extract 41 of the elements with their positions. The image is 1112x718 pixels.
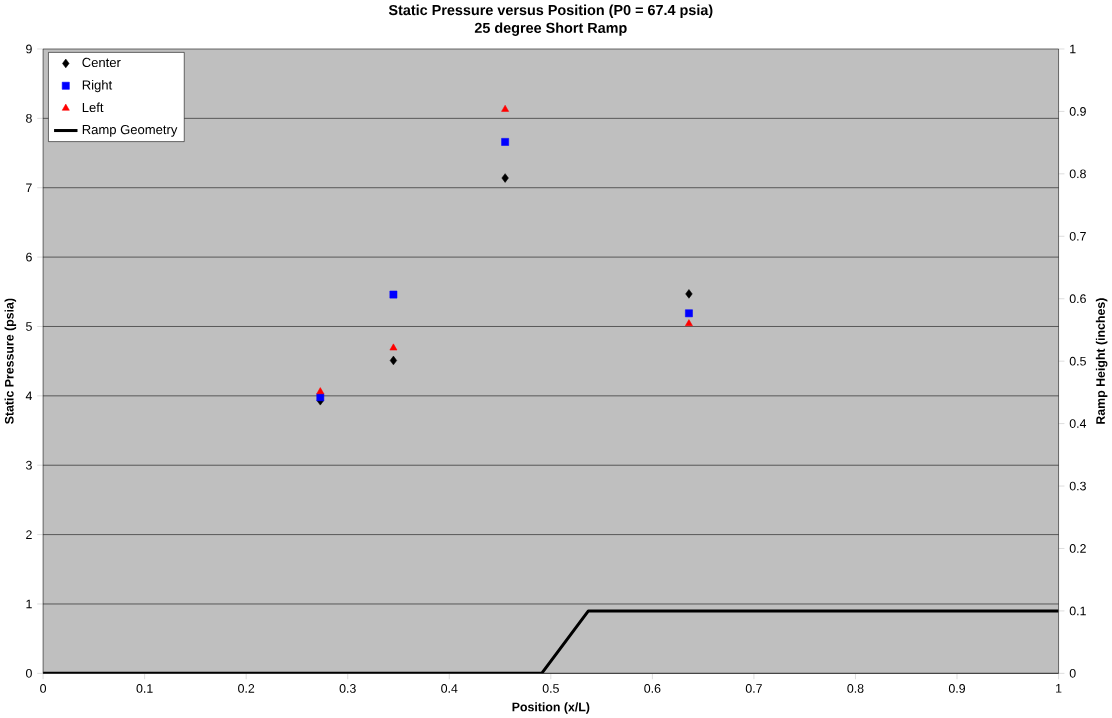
x-tick-label: 0.8	[847, 683, 864, 693]
y-tick-label: 7	[26, 183, 32, 192]
y-tick-label: 4	[25, 391, 33, 400]
y2-tick-label: 0.4	[1069, 419, 1087, 428]
legend-label: Ramp Geometry	[82, 124, 178, 137]
x-tick-label: 0.3	[339, 683, 356, 693]
legend-label: Left	[82, 102, 104, 112]
y2-tick-label: 0.7	[1069, 231, 1086, 241]
y2-tick-label: 0.3	[1069, 481, 1086, 491]
y2-tick-label: 0.8	[1069, 169, 1086, 179]
y2-tick-label: 0	[1069, 668, 1076, 678]
x-tick-label: 0.9	[948, 683, 966, 693]
y2-tick-label: 0.1	[1069, 606, 1086, 616]
legend-label: Center	[82, 57, 121, 67]
y-tick-label: 5	[26, 322, 32, 331]
y2-tick-label: 0.5	[1069, 356, 1086, 366]
y2-tick-label: 0.6	[1069, 294, 1086, 303]
x-axis-title: Position (x/L)	[512, 702, 590, 714]
y-tick-label: 3	[25, 460, 32, 470]
y-tick-label: 8	[26, 113, 32, 123]
x-tick-label: 0.4	[441, 683, 458, 693]
x-tick-label: 0.5	[542, 683, 559, 693]
y2-tick-label: 0.9	[1069, 106, 1086, 116]
legend-label: Right	[82, 79, 113, 93]
x-tick-label: 0.6	[644, 683, 661, 693]
x-tick-label: 1	[1056, 683, 1062, 693]
y-axis-title: Static Pressure (psia)	[4, 298, 17, 424]
x-tick-label: 0.7	[745, 683, 762, 693]
y-tick-label: 2	[26, 530, 32, 539]
y-tick-label: 9	[26, 44, 32, 54]
chart-subtitle: 25 degree Short Ramp	[474, 22, 627, 36]
chart-title: Static Pressure versus Position (P0 = 67.4 psia)	[388, 4, 713, 18]
y2-tick-label: 1	[1070, 44, 1076, 54]
x-tick-label: 0.1	[136, 683, 153, 693]
y2-tick-label: 0.2	[1069, 543, 1086, 553]
x-tick-label: 0	[40, 683, 47, 693]
x-tick-label: 0.2	[238, 683, 255, 693]
y2-axis-title: Ramp Height (inches)	[1095, 298, 1108, 424]
y-tick-label: 1	[26, 599, 32, 609]
y-tick-label: 6	[26, 252, 32, 262]
y-tick-label: 0	[25, 668, 32, 678]
